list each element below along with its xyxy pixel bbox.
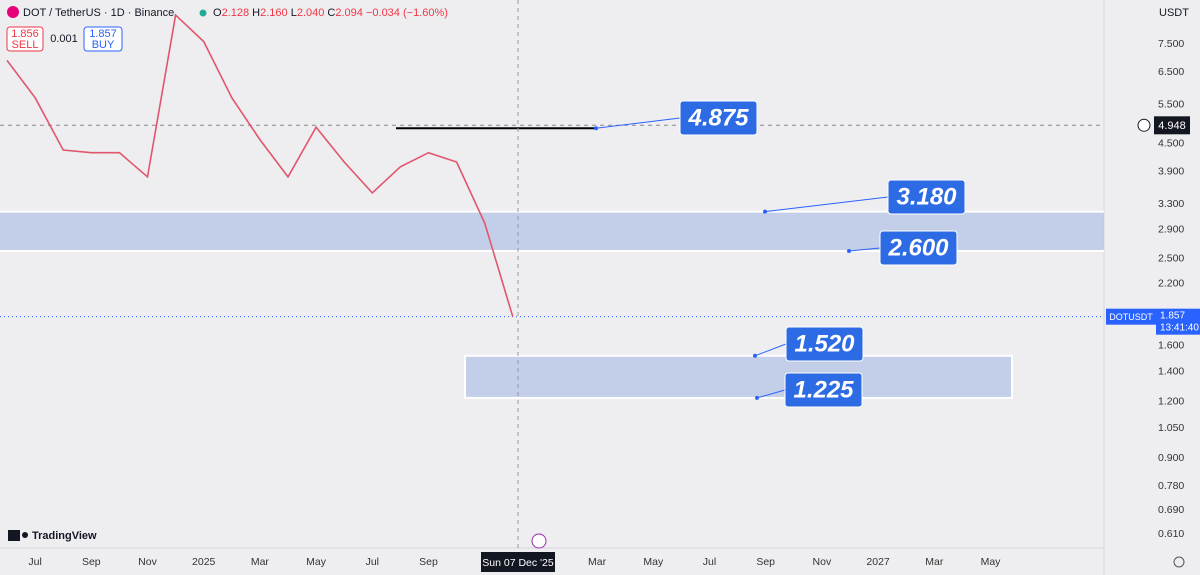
level-anchor bbox=[753, 353, 757, 358]
y-tick-label: 3.900 bbox=[1158, 166, 1184, 178]
x-tick-label: Nov bbox=[813, 556, 832, 568]
plot: 4.875 3.180 2.600 1.520 1.225 bbox=[0, 0, 1104, 548]
logo-mark bbox=[22, 532, 28, 538]
zone bbox=[465, 355, 1012, 398]
x-tick-label: Mar bbox=[588, 556, 607, 568]
level-connector bbox=[754, 343, 787, 357]
level-label: 4.875 bbox=[687, 104, 749, 131]
ohlc-label: C bbox=[327, 7, 335, 19]
spread: 0.001 bbox=[50, 33, 78, 45]
x-tick-label: Sep bbox=[82, 556, 101, 568]
y-tick-label: 0.610 bbox=[1158, 528, 1184, 540]
y-tick-label: 0.690 bbox=[1158, 504, 1184, 516]
symbol-title: DOT / TetherUS · 1D · Binance bbox=[23, 7, 174, 19]
level-anchor bbox=[847, 248, 851, 253]
level-box bbox=[785, 326, 864, 362]
level-connector bbox=[848, 247, 881, 252]
level-box bbox=[879, 230, 958, 266]
x-tick-label: 2025 bbox=[192, 556, 216, 568]
ohlc-label: L bbox=[291, 7, 297, 19]
logo-text: TradingView bbox=[32, 530, 97, 542]
symbol-box bbox=[1106, 308, 1156, 325]
currency: USDT bbox=[1159, 7, 1189, 19]
x-tick-label: May bbox=[306, 556, 327, 568]
sell-price[interactable]: 1.856 bbox=[11, 28, 39, 40]
level-label: 1.225 bbox=[793, 376, 854, 403]
y-tick-label: 6.500 bbox=[1158, 66, 1184, 78]
level-label: 1.520 bbox=[794, 330, 855, 357]
x-tick-label: Nov bbox=[138, 556, 157, 568]
ohlc-label: H bbox=[252, 7, 260, 19]
event-icon[interactable] bbox=[531, 533, 547, 549]
symbol-icon bbox=[7, 6, 19, 18]
zone-border bbox=[464, 354, 1013, 399]
ohlc-change: −0.034 (−1.60%) bbox=[366, 7, 448, 19]
crosshair-date-box bbox=[481, 552, 555, 572]
crosshair-plus bbox=[1137, 118, 1151, 132]
buy-button[interactable] bbox=[83, 26, 123, 52]
crosshair-price-box bbox=[1154, 116, 1190, 135]
buy-price[interactable]: 1.857 bbox=[89, 28, 117, 40]
level-anchor bbox=[763, 209, 767, 214]
sell-button[interactable] bbox=[6, 26, 44, 52]
level-label: 3.180 bbox=[896, 183, 957, 210]
x-tick-label: May bbox=[643, 556, 664, 568]
ohlc-value: 2.094 bbox=[335, 7, 363, 19]
ohlc-label: O bbox=[213, 7, 222, 19]
y-tick-label: 3.300 bbox=[1158, 198, 1184, 210]
ohlc-value: 2.160 bbox=[260, 7, 288, 19]
symbol-label: DOTUSDT bbox=[1109, 312, 1153, 322]
logo: TradingView bbox=[8, 530, 97, 542]
y-tick-label: 4.500 bbox=[1158, 138, 1184, 150]
ohlc-value: 2.040 bbox=[297, 7, 325, 19]
level-anchor bbox=[755, 395, 759, 400]
level-anchor bbox=[594, 126, 598, 131]
level-connector bbox=[756, 389, 786, 399]
logo-mark bbox=[8, 530, 20, 541]
crosshair-date: Sun 07 Dec '25 bbox=[482, 557, 554, 569]
settings-icon[interactable] bbox=[1173, 556, 1185, 568]
countdown: 13:41:40 bbox=[1160, 322, 1199, 333]
x-tick-label: Jul bbox=[366, 556, 379, 568]
y-tick-label: 0.780 bbox=[1158, 480, 1184, 492]
level-box bbox=[887, 179, 966, 215]
crosshair-price: 4.948 bbox=[1158, 120, 1186, 132]
level-box bbox=[679, 100, 758, 136]
x-tick-label: May bbox=[981, 556, 1002, 568]
x-tick-label: Sep bbox=[419, 556, 438, 568]
y-tick-label: 1.600 bbox=[1158, 340, 1184, 352]
x-tick-label: Jul bbox=[28, 556, 41, 568]
y-tick-label: 7.500 bbox=[1158, 38, 1184, 50]
x-tick-label: Jul bbox=[703, 556, 716, 568]
y-tick-label: 2.500 bbox=[1158, 252, 1184, 264]
x-tick-label: Sep bbox=[756, 556, 775, 568]
last-price-box bbox=[1156, 308, 1200, 335]
y-tick-label: 1.050 bbox=[1158, 422, 1184, 434]
x-tick-label: Mar bbox=[925, 556, 944, 568]
header: DOT / TetherUS · 1D · Binance O2.128 H2.… bbox=[6, 6, 448, 52]
level-connector bbox=[595, 117, 681, 129]
ohlc-value: 2.128 bbox=[222, 7, 250, 19]
x-tick-label: Mar bbox=[251, 556, 270, 568]
buy-label[interactable]: BUY bbox=[92, 39, 115, 51]
price-line bbox=[6, 13, 514, 317]
status-dot bbox=[199, 9, 207, 17]
ohlc: O2.128 H2.160 L2.040 C2.094 −0.034 (−1.6… bbox=[213, 7, 448, 19]
y-tick-label: 5.500 bbox=[1158, 98, 1184, 110]
y-tick-label: 1.200 bbox=[1158, 396, 1184, 408]
y-tick-label: 0.900 bbox=[1158, 452, 1184, 464]
y-tick-label: 2.900 bbox=[1158, 223, 1184, 235]
sell-label[interactable]: SELL bbox=[12, 39, 39, 51]
x-tick-label: 2027 bbox=[866, 556, 890, 568]
level-label: 2.600 bbox=[887, 234, 949, 261]
y-tick-label: 2.200 bbox=[1158, 277, 1184, 289]
level-box bbox=[784, 372, 863, 408]
y-tick-label: 1.400 bbox=[1158, 366, 1184, 378]
last-price: 1.857 bbox=[1160, 310, 1185, 321]
level-connector bbox=[764, 196, 889, 213]
